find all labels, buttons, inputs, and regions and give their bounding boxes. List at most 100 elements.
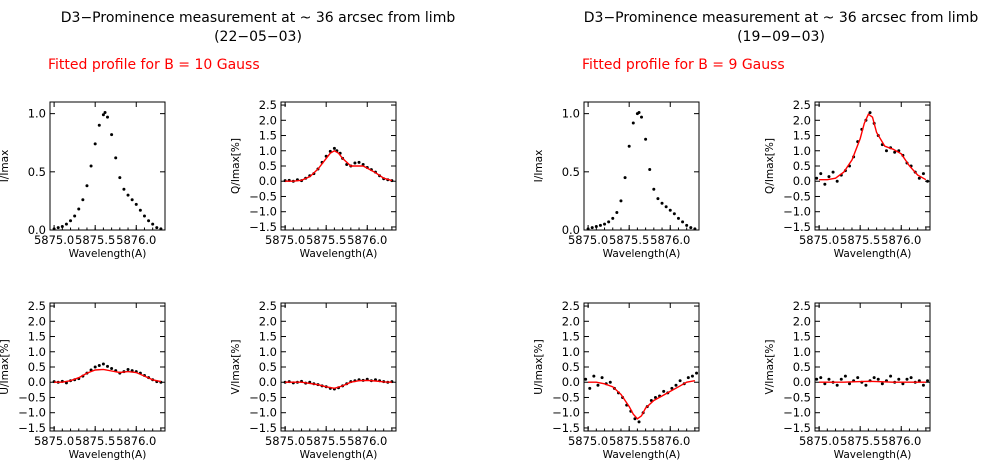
data-point <box>114 156 118 160</box>
data-point <box>876 377 880 381</box>
data-point <box>93 142 97 146</box>
data-point <box>134 202 138 206</box>
plot-frame <box>583 101 700 231</box>
y-tick-label: −1.5 <box>249 220 277 234</box>
data-point <box>926 379 930 383</box>
data-point <box>52 227 56 231</box>
y-tick-label: 2.0 <box>562 314 580 328</box>
y-tick-label: 2.0 <box>259 314 277 328</box>
data-point <box>332 146 336 150</box>
data-point <box>880 382 884 386</box>
data-point <box>835 179 839 183</box>
y-tick-label: 2.0 <box>793 314 811 328</box>
y-tick-label: 0.5 <box>562 360 580 374</box>
data-point <box>608 380 612 384</box>
x-tick-label: 5875.5 <box>840 233 880 247</box>
chart-panel: 5875.0 5875.5 5876.0 −1.5−1.0 −0.50.00.51.01… <box>230 299 397 461</box>
data-point <box>681 220 685 224</box>
data-point <box>690 374 694 378</box>
data-point <box>843 374 847 378</box>
data-point <box>103 110 107 114</box>
data-point <box>592 374 596 378</box>
x-tick-label: 5876.0 <box>347 434 387 448</box>
data-point <box>917 379 921 383</box>
data-point <box>901 382 905 386</box>
data-point <box>142 214 146 218</box>
data-point <box>893 150 897 154</box>
block-title-line1: D3−Prominence measurement at ~ 36 arcsec… <box>61 10 456 26</box>
fit-label: Fitted profile for B = 9 Gauss <box>582 57 785 73</box>
data-point <box>827 175 831 179</box>
fit-line <box>819 380 926 383</box>
y-tick-label: 1.0 <box>793 345 811 359</box>
data-point <box>151 222 155 226</box>
y-tick-label: 1.0 <box>562 107 580 121</box>
y-tick-label: 0.0 <box>28 223 46 237</box>
data-point <box>831 170 835 174</box>
data-point <box>147 219 151 223</box>
data-point <box>611 216 615 220</box>
data-point <box>823 182 827 186</box>
x-tick-label: 5876.0 <box>347 233 387 247</box>
x-axis-label: Wavelength(A) <box>300 248 378 260</box>
data-point <box>159 227 163 231</box>
y-tick-label: −1.5 <box>249 421 277 435</box>
data-point <box>695 371 699 375</box>
data-point <box>689 226 693 230</box>
plot-frame <box>280 302 397 432</box>
y-tick-label: 1.5 <box>259 129 277 143</box>
y-tick-label: 0.5 <box>28 165 46 179</box>
data-point <box>676 216 680 220</box>
data-point <box>815 377 819 381</box>
data-point <box>588 386 592 390</box>
data-point <box>126 193 130 197</box>
data-point <box>594 225 598 229</box>
data-point <box>848 382 851 386</box>
x-tick-label: 5875.0 <box>799 434 839 448</box>
y-axis-label: U/Imax[%] <box>0 339 11 394</box>
y-tick-label: −0.5 <box>249 390 277 404</box>
y-tick-label: 2.5 <box>259 299 277 313</box>
x-tick-label: 5875.5 <box>840 434 880 448</box>
block-title-line1: D3−Prominence measurement at ~ 36 arcsec… <box>584 10 979 26</box>
data-point <box>615 211 619 215</box>
data-point <box>85 184 89 188</box>
data-point <box>607 220 611 224</box>
data-point <box>584 377 588 381</box>
y-axis-label: Q/Imax[%] <box>764 138 776 194</box>
y-tick-label: 0.0 <box>562 223 580 237</box>
data-point <box>884 149 888 153</box>
y-tick-label: −0.5 <box>783 390 811 404</box>
data-point <box>693 227 697 231</box>
x-tick-label: 5875.5 <box>306 233 346 247</box>
x-axis-label: Wavelength(A) <box>603 449 681 461</box>
data-point <box>670 386 674 390</box>
y-tick-label: 0.0 <box>28 375 46 389</box>
y-tick-label: −0.5 <box>18 390 46 404</box>
x-axis-label: Wavelength(A) <box>69 248 147 260</box>
x-tick-label: 5875.5 <box>609 434 649 448</box>
y-tick-label: 0.5 <box>793 360 811 374</box>
data-point <box>889 374 893 378</box>
x-tick-label: 5876.0 <box>881 233 921 247</box>
y-tick-label: 0.0 <box>793 174 811 188</box>
data-point <box>640 115 643 119</box>
fit-line <box>285 149 393 182</box>
y-tick-label: 1.5 <box>28 330 46 344</box>
data-point <box>644 137 648 141</box>
data-point <box>596 383 600 387</box>
x-axis-label: Wavelength(A) <box>834 449 912 461</box>
fit-line <box>285 379 392 390</box>
fit-line <box>819 113 927 181</box>
y-tick-label: −0.5 <box>249 189 277 203</box>
data-point <box>872 376 876 380</box>
fit-label: Fitted profile for B = 10 Gauss <box>48 57 260 73</box>
y-axis-label: I/Imax <box>0 150 11 183</box>
data-point <box>106 364 109 368</box>
y-tick-label: −0.5 <box>783 189 811 203</box>
x-tick-label: 5876.0 <box>650 434 690 448</box>
data-point <box>856 376 860 380</box>
data-point <box>77 207 81 211</box>
data-point <box>674 383 678 387</box>
plot-frame <box>280 101 397 231</box>
